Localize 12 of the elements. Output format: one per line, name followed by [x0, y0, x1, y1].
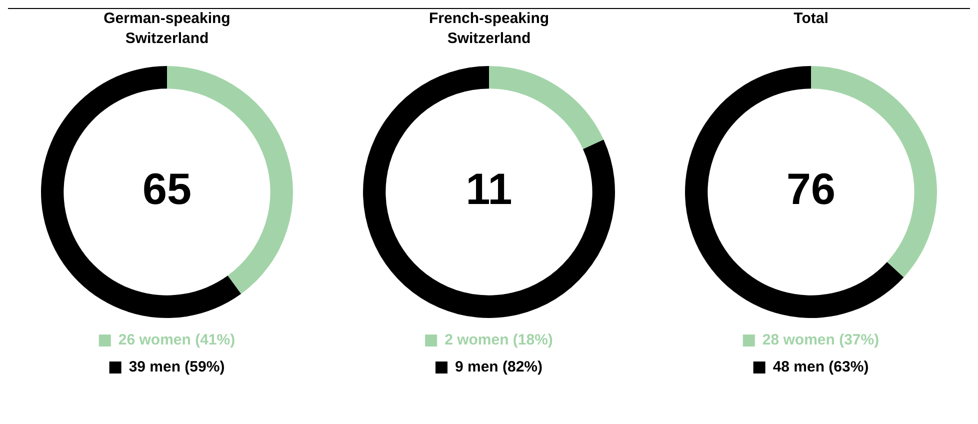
text: 11 [466, 165, 512, 214]
legend-label: 39 men (59%) [128, 358, 225, 376]
text: 65 [142, 165, 192, 214]
legend-label: 28 women (37%) [762, 332, 880, 349]
legend-label: 2 women (18%) [444, 332, 553, 349]
legend-label: 26 women (41%) [118, 332, 236, 349]
chart-title: French-speaking Switzerland [428, 9, 550, 49]
legend-label: 9 men (82%) [454, 358, 543, 376]
text: 76 [786, 165, 836, 214]
chart-title: German-speaking Switzerland [102, 9, 232, 49]
legend-label: 48 men (63%) [772, 358, 869, 376]
chart-title: Total [792, 9, 830, 29]
